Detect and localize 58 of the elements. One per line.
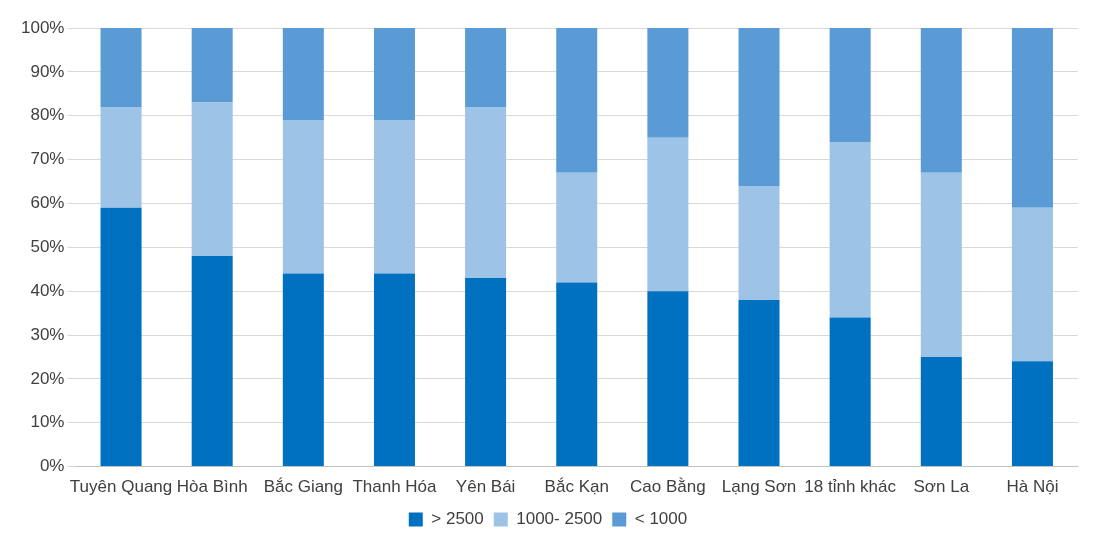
x-tick-label: Sơn La: [913, 477, 970, 497]
x-tick-label: Lạng Sơn: [721, 477, 797, 497]
bar: [647, 28, 689, 138]
bar: [100, 207, 142, 467]
bar: [920, 28, 962, 173]
bar: [920, 172, 962, 357]
bar: [556, 282, 598, 467]
bar: [1011, 207, 1053, 362]
bar: [920, 356, 962, 467]
bar: [465, 28, 507, 107]
bar: [738, 299, 780, 467]
y-tick-label: 70%: [30, 149, 65, 169]
bar: [556, 172, 598, 283]
y-tick-label: 80%: [30, 105, 65, 125]
x-tick-label: Hòa Bình: [176, 477, 248, 497]
y-tick-label: 60%: [30, 193, 65, 213]
y-tick-label: 10%: [30, 412, 65, 432]
x-tick-label: Bắc Giang: [263, 477, 344, 497]
bar: [373, 28, 415, 121]
bar: [191, 102, 233, 257]
bar: [465, 106, 507, 278]
bar: [1011, 28, 1053, 208]
bar: [373, 273, 415, 467]
y-tick-label: 20%: [30, 368, 65, 388]
bar: [829, 317, 871, 467]
bar: [100, 28, 142, 107]
x-tick-label: Yên Bái: [455, 477, 516, 497]
bar: [647, 291, 689, 467]
bar: [373, 120, 415, 274]
legend-label: 1000- 2500: [516, 509, 603, 529]
x-tick-label: 18 tỉnh khác: [804, 477, 897, 497]
bar: [647, 137, 689, 292]
x-tick-label: Bắc Kạn: [544, 477, 609, 497]
bar: [100, 106, 142, 208]
x-tick-label: Tuyên Quang: [69, 477, 173, 497]
y-tick-label: 100%: [21, 17, 65, 37]
bar: [465, 278, 507, 467]
legend-label: < 1000: [634, 509, 688, 529]
bar: [282, 28, 324, 121]
bar: [191, 28, 233, 103]
bar: [738, 28, 780, 186]
x-tick-label: Hà Nội: [1006, 477, 1059, 497]
bar: [282, 273, 324, 467]
y-tick-label: 30%: [30, 324, 65, 344]
legend-label: > 2500: [431, 509, 484, 529]
bar: [282, 120, 324, 274]
bar: [829, 142, 871, 318]
y-tick-label: 50%: [30, 236, 65, 256]
y-tick-label: 40%: [30, 280, 65, 300]
bar: [738, 185, 780, 300]
y-tick-label: 0%: [39, 456, 65, 476]
x-tick-label: Thanh Hóa: [352, 477, 438, 497]
bar: [556, 28, 598, 173]
x-tick-label: Cao Bằng: [630, 477, 706, 497]
bar: [829, 28, 871, 143]
bar: [191, 256, 233, 467]
bar: [1011, 361, 1053, 467]
y-tick-label: 90%: [30, 61, 65, 81]
